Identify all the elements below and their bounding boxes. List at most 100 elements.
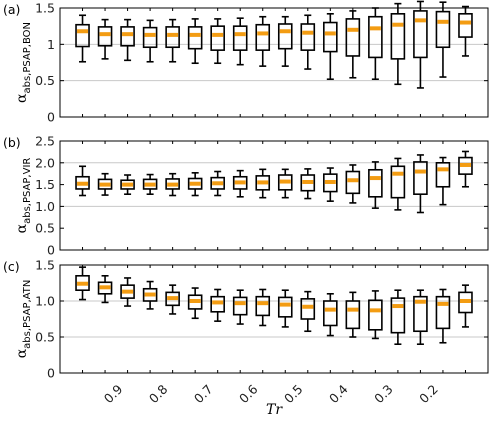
box-5 [165, 284, 180, 315]
box-body [435, 162, 451, 188]
y-axis-label-subscript: abs,PSAP,ATN [22, 280, 33, 349]
box-body [232, 175, 248, 190]
box-18 [458, 5, 473, 57]
box-body [413, 295, 428, 333]
box-body [165, 291, 180, 307]
box-16 [413, 289, 428, 346]
box-body [232, 296, 248, 316]
box-17 [435, 156, 451, 206]
y-tick-label: 1.5 [35, 177, 55, 192]
box-18 [458, 150, 473, 188]
box-body [232, 25, 248, 51]
box-9 [255, 15, 271, 67]
x-tick-label: 0.8 [146, 381, 171, 406]
box-12 [323, 167, 338, 202]
box-body [255, 23, 271, 51]
box-body [120, 26, 135, 47]
box-body [187, 26, 203, 50]
box-body [255, 295, 271, 317]
y-axis-label: αabs,PSAP,VIR [14, 158, 33, 234]
box-body [368, 299, 383, 331]
box-11 [300, 168, 316, 200]
box-4 [142, 173, 158, 195]
box-1 [75, 266, 90, 301]
box-body [345, 170, 361, 195]
y-axis-label-symbol: α [14, 93, 30, 103]
y-tick-label: 0.5 [35, 221, 55, 236]
y-tick-label: 1.0 [35, 294, 55, 309]
box-9 [255, 288, 271, 327]
box-8 [232, 289, 248, 325]
box-body [390, 297, 406, 334]
box-body [210, 176, 225, 190]
y-axis-label-subscript: abs,PSAP,VIR [22, 158, 33, 224]
y-tick-label: 0 [47, 366, 55, 381]
y-tick-label: 0 [47, 110, 55, 125]
x-tick-label: 0.4 [326, 381, 351, 406]
box-1 [75, 14, 90, 63]
box-3 [120, 174, 135, 195]
box-body [97, 281, 113, 295]
box-body [120, 179, 135, 190]
box-body [323, 21, 338, 53]
box-15 [390, 2, 406, 86]
box-body [210, 295, 225, 313]
box-body [277, 23, 293, 50]
y-tick-label: 1.5 [35, 258, 55, 273]
box-7 [210, 18, 225, 65]
box-10 [277, 15, 293, 67]
box-body [390, 13, 406, 60]
y-axis-label: αabs,PSAP,ATN [14, 280, 33, 359]
box-13 [345, 291, 361, 338]
box-4 [142, 280, 158, 310]
box-6 [187, 18, 203, 65]
box-15 [390, 157, 406, 211]
box-6 [187, 172, 203, 197]
box-body [458, 13, 473, 38]
box-11 [300, 290, 316, 333]
box-body [142, 178, 158, 190]
x-tick-label: 0.6 [236, 381, 261, 406]
box-body [413, 10, 428, 59]
y-axis-label-symbol: α [14, 348, 30, 358]
box-body [323, 173, 338, 193]
box-body [458, 156, 473, 175]
y-axis-label-subscript: abs,PSAP,BON [22, 22, 33, 94]
box-body [75, 175, 90, 190]
panel-label: (a) [3, 2, 20, 17]
y-tick-label: 1 [47, 37, 55, 52]
box-8 [232, 169, 248, 198]
box-body [97, 178, 113, 190]
box-2 [97, 172, 113, 196]
box-body [458, 291, 473, 314]
box-1 [75, 165, 90, 197]
plot-frame [59, 140, 489, 251]
box-body [75, 23, 90, 48]
box-16 [413, 154, 428, 214]
y-tick-label: 0.5 [35, 330, 55, 345]
box-body [345, 300, 361, 330]
box-body [323, 300, 338, 327]
box-4 [142, 19, 158, 63]
box-body [277, 174, 293, 191]
box-body [435, 295, 451, 330]
panel-b: 0 0.5 1.0 1.5 2.0 2.5 (b) αabs,PSAP,VIR [3, 134, 489, 258]
box-17 [435, 288, 451, 344]
x-tick-label: 0.5 [281, 381, 306, 406]
box-body [75, 274, 90, 291]
box-body [142, 26, 158, 49]
plot-frame [59, 264, 489, 374]
box-14 [368, 161, 383, 209]
box-6 [187, 287, 203, 320]
box-body [300, 298, 316, 320]
panel-label: (c) [3, 259, 20, 274]
y-tick-label: 1.5 [35, 1, 55, 16]
box-body [165, 178, 180, 190]
box-body [165, 26, 180, 49]
box-10 [277, 168, 293, 199]
box-18 [458, 284, 473, 328]
box-14 [368, 7, 383, 81]
y-axis-label-symbol: α [14, 223, 30, 233]
box-9 [255, 168, 271, 199]
y-tick-label: 0 [47, 243, 55, 258]
